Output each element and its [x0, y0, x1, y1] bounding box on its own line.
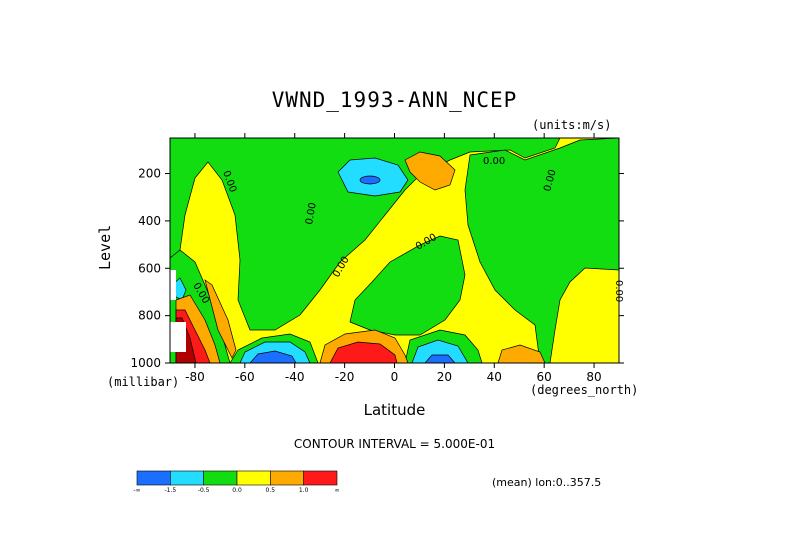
- colorbar-label: -0.5: [198, 487, 210, 494]
- region-blue-upper: [359, 175, 381, 185]
- units-label: (units:m/s): [532, 118, 612, 132]
- contour-label: 0.00: [304, 202, 319, 226]
- colorbar-label: 0.0: [232, 487, 242, 494]
- y-axis: 200 400 600 800 1000: [130, 167, 624, 370]
- colorbar-label: -1.5: [164, 487, 176, 494]
- contour-label: 0.00: [483, 156, 505, 167]
- x-tick-label: 20: [437, 370, 452, 384]
- region-red-bottom-center: [329, 341, 398, 363]
- y-units-label: (millibar): [107, 375, 180, 389]
- region-cyan-bottom-mid: [411, 339, 469, 363]
- colorbar-swatch: [170, 470, 204, 486]
- colorbar-swatch: [136, 470, 171, 486]
- x-units-label: (degrees_north): [530, 383, 639, 397]
- colorbar-label: ∞: [335, 487, 340, 494]
- x-tick-label: -60: [235, 370, 255, 384]
- region-green-center: [349, 235, 466, 336]
- region-blue-bottom-left: [249, 350, 297, 363]
- x-axis-label: Latitude: [363, 401, 426, 419]
- region-missing-west: [170, 322, 186, 352]
- y-tick-label: 400: [138, 214, 161, 228]
- region-green-right: [464, 138, 619, 363]
- colorbar: -∞ -1.5 -0.5 0.0 0.5 1.0 ∞: [133, 470, 340, 494]
- region-white-top-left: [170, 270, 176, 300]
- x-tick-label: -80: [185, 370, 205, 384]
- y-tick-label: 200: [138, 167, 161, 181]
- x-tick-label: -20: [335, 370, 355, 384]
- x-tick-label: 60: [537, 370, 552, 384]
- y-tick-label: 600: [138, 261, 161, 275]
- colorbar-swatch: [236, 470, 271, 486]
- y-tick-label: 1000: [130, 356, 161, 370]
- colorbar-swatch: [203, 470, 238, 486]
- region-orange-upper: [404, 151, 456, 191]
- x-tick-label: 40: [487, 370, 502, 384]
- y-tick-label: 800: [138, 309, 161, 323]
- mean-text: (mean) lon:0..357.5: [492, 476, 602, 489]
- colorbar-swatch: [303, 470, 338, 486]
- contour-interval-text: CONTOUR INTERVAL = 5.000E-01: [293, 437, 496, 451]
- contour-fill-area: [170, 138, 619, 363]
- x-tick-label: 80: [586, 370, 601, 384]
- colorbar-label: -∞: [133, 487, 140, 494]
- region-orange-bottom-right: [497, 344, 546, 363]
- region-blue-bottom-mid: [424, 354, 456, 363]
- x-tick-label: 0: [391, 370, 399, 384]
- chart-title: VWND_1993-ANN_NCEP: [271, 88, 518, 112]
- colorbar-label: 1.0: [299, 487, 309, 494]
- region-orange-west-strip: [204, 279, 237, 359]
- colorbar-label: 0.5: [266, 487, 276, 494]
- x-tick-label: -40: [285, 370, 305, 384]
- colorbar-swatch: [270, 470, 304, 486]
- x-axis: -80 -60 -40 -20 0 20 40 60 80: [185, 133, 602, 384]
